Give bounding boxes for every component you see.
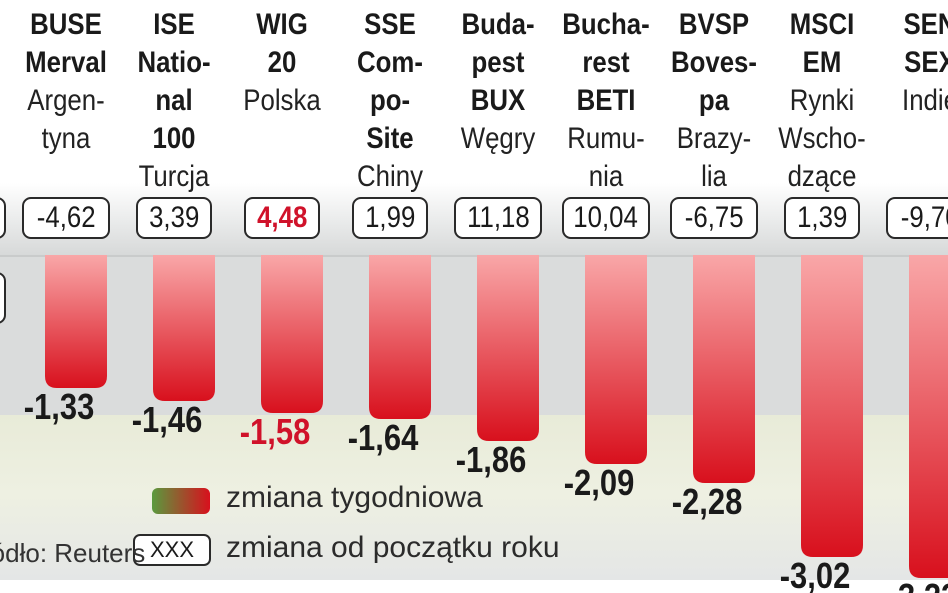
legend-weekly-label: zmiana tygodniowa (226, 481, 483, 514)
index-country: Argen- tyna (27, 84, 105, 155)
ytd-value-box: 1,39 (784, 197, 860, 239)
index-country: Polska (243, 84, 321, 117)
ytd-value: -9,70 (900, 201, 948, 234)
weekly-value-label: -3,02 (779, 555, 851, 593)
weekly-value-label: -1,33 (23, 386, 95, 427)
index-name: ISE Natio- nal 100 (137, 8, 211, 155)
ytd-value: 1,99 (364, 201, 416, 234)
weekly-bar (261, 255, 323, 413)
ytd-value-box: 10,04 (562, 197, 650, 239)
weekly-value-label: -3,23 (888, 576, 948, 593)
partial-weekly-box-left (0, 272, 6, 324)
weekly-value-label: -2,09 (563, 462, 635, 503)
weekly-bar (909, 255, 948, 578)
ytd-value: 1,39 (796, 201, 848, 234)
index-country: Turcja (138, 160, 210, 193)
index-name: WIG 20 (256, 8, 308, 79)
index-country: Indie (902, 84, 948, 117)
index-country: Chiny (357, 160, 423, 193)
index-country: Rumu- nia (567, 122, 645, 193)
index-name: Buda- pest BUX (461, 8, 535, 117)
index-name: SSE Com- po- Site (357, 8, 423, 155)
index-name: BVSP Boves- pa (670, 8, 758, 117)
ytd-value: 4,48 (256, 201, 308, 234)
ytd-value: 3,39 (148, 201, 200, 234)
index-name: BUSE Merval (25, 8, 107, 79)
legend-weekly-swatch (152, 488, 210, 514)
baseline-line (0, 255, 948, 257)
legend-ytd-label: zmiana od początku roku (226, 531, 560, 564)
weekly-value-label: -1,64 (347, 417, 419, 458)
ytd-value: -4,62 (36, 201, 96, 234)
index-country: Brazy- lia (676, 122, 752, 193)
weekly-bar (693, 255, 755, 483)
legend-ytd-sample: XXX (149, 537, 195, 562)
index-country: Rynki Wscho- dzące (778, 84, 866, 193)
ytd-value-box: 11,18 (454, 197, 542, 239)
ytd-value-box: 1,99 (352, 197, 428, 239)
weekly-bar (45, 255, 107, 388)
ytd-value-box: -4,62 (22, 197, 110, 239)
weekly-bar (585, 255, 647, 464)
weekly-bar (477, 255, 539, 441)
index-name: MSCI EM (789, 8, 855, 79)
ytd-value-box: -6,75 (670, 197, 758, 239)
ytd-value: 11,18 (466, 201, 530, 234)
legend-ytd-swatch: XXX (133, 534, 211, 566)
weekly-bar (801, 255, 863, 557)
ytd-value: -6,75 (684, 201, 744, 234)
weekly-value-label: -1,58 (239, 411, 311, 452)
weekly-value-label: -1,46 (131, 399, 203, 440)
ytd-value-box: 4,48 (244, 197, 320, 239)
index-country: Węgry (460, 122, 536, 155)
weekly-value-label: -1,86 (455, 439, 527, 480)
source-note: ródło: Reuters (0, 538, 146, 568)
ytd-value-box: -9,70 (886, 197, 948, 239)
ytd-value: 10,04 (573, 201, 639, 234)
index-name: Bucha- rest BETI (562, 8, 650, 117)
ytd-value-box: 3,39 (136, 197, 212, 239)
index-name: SEN SEX (903, 8, 948, 79)
partial-ytd-box-left (0, 197, 6, 239)
weekly-bar (369, 255, 431, 419)
weekly-bar (153, 255, 215, 401)
weekly-value-label: -2,28 (671, 481, 743, 522)
